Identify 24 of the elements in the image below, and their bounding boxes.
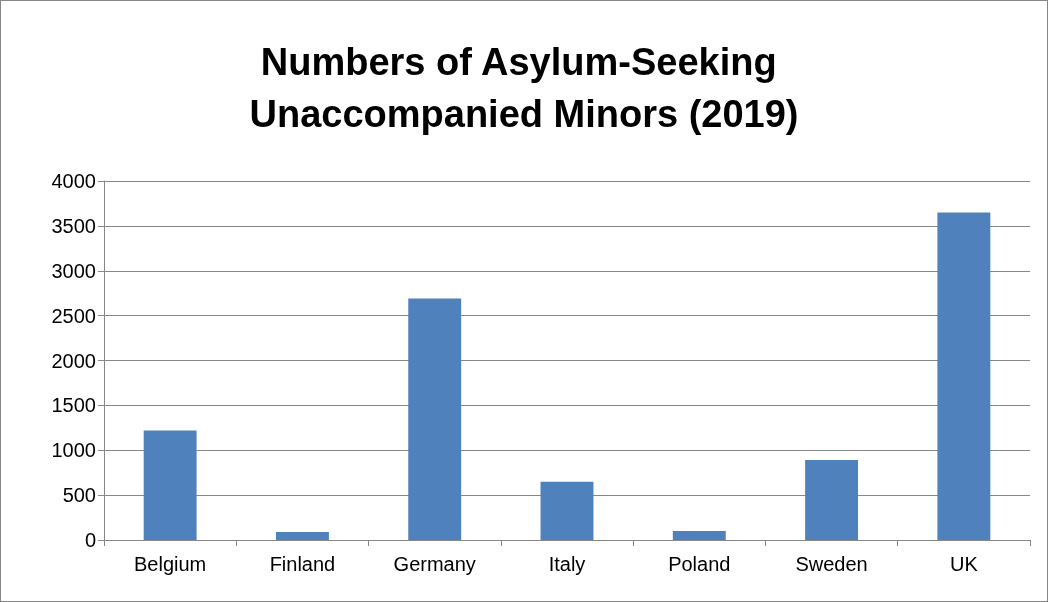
bar — [143, 430, 197, 540]
bar — [275, 531, 329, 540]
bar — [805, 460, 859, 540]
x-tick-label: Sweden — [795, 553, 868, 575]
y-tick-label: 4000 — [51, 170, 96, 192]
y-tick-label: 0 — [84, 529, 96, 551]
chart-title: Numbers of Asylum-Seeking Unaccompanied Minors (2019) — [249, 41, 799, 135]
x-tick-label: Poland — [668, 553, 731, 575]
bar — [540, 481, 594, 540]
y-tick-label: 500 — [62, 484, 96, 507]
bar — [937, 212, 991, 540]
x-tick-label: Italy — [548, 553, 586, 575]
bar — [672, 531, 726, 540]
x-tick-label: Finland — [269, 553, 336, 575]
x-tick-label: UK — [949, 553, 979, 575]
y-tick-label: 2500 — [51, 304, 96, 327]
y-tick-label: 3500 — [51, 214, 96, 237]
x-tick-label: Belgium — [134, 553, 207, 575]
bar — [408, 298, 462, 540]
y-tick-label: 1500 — [51, 394, 96, 417]
y-tick-label: 2000 — [51, 349, 96, 372]
y-tick-label: 1000 — [51, 439, 96, 462]
x-tick-label: Germany — [393, 553, 476, 575]
y-tick-label: 3000 — [51, 259, 96, 282]
